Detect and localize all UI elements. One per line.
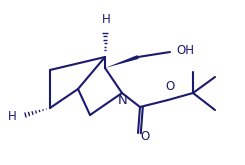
Text: O: O [165,80,175,93]
Text: OH: OH [176,45,194,57]
Text: H: H [8,111,17,123]
Text: N: N [118,94,128,106]
Text: H: H [102,13,110,26]
Text: O: O [140,131,150,144]
Polygon shape [105,55,139,68]
